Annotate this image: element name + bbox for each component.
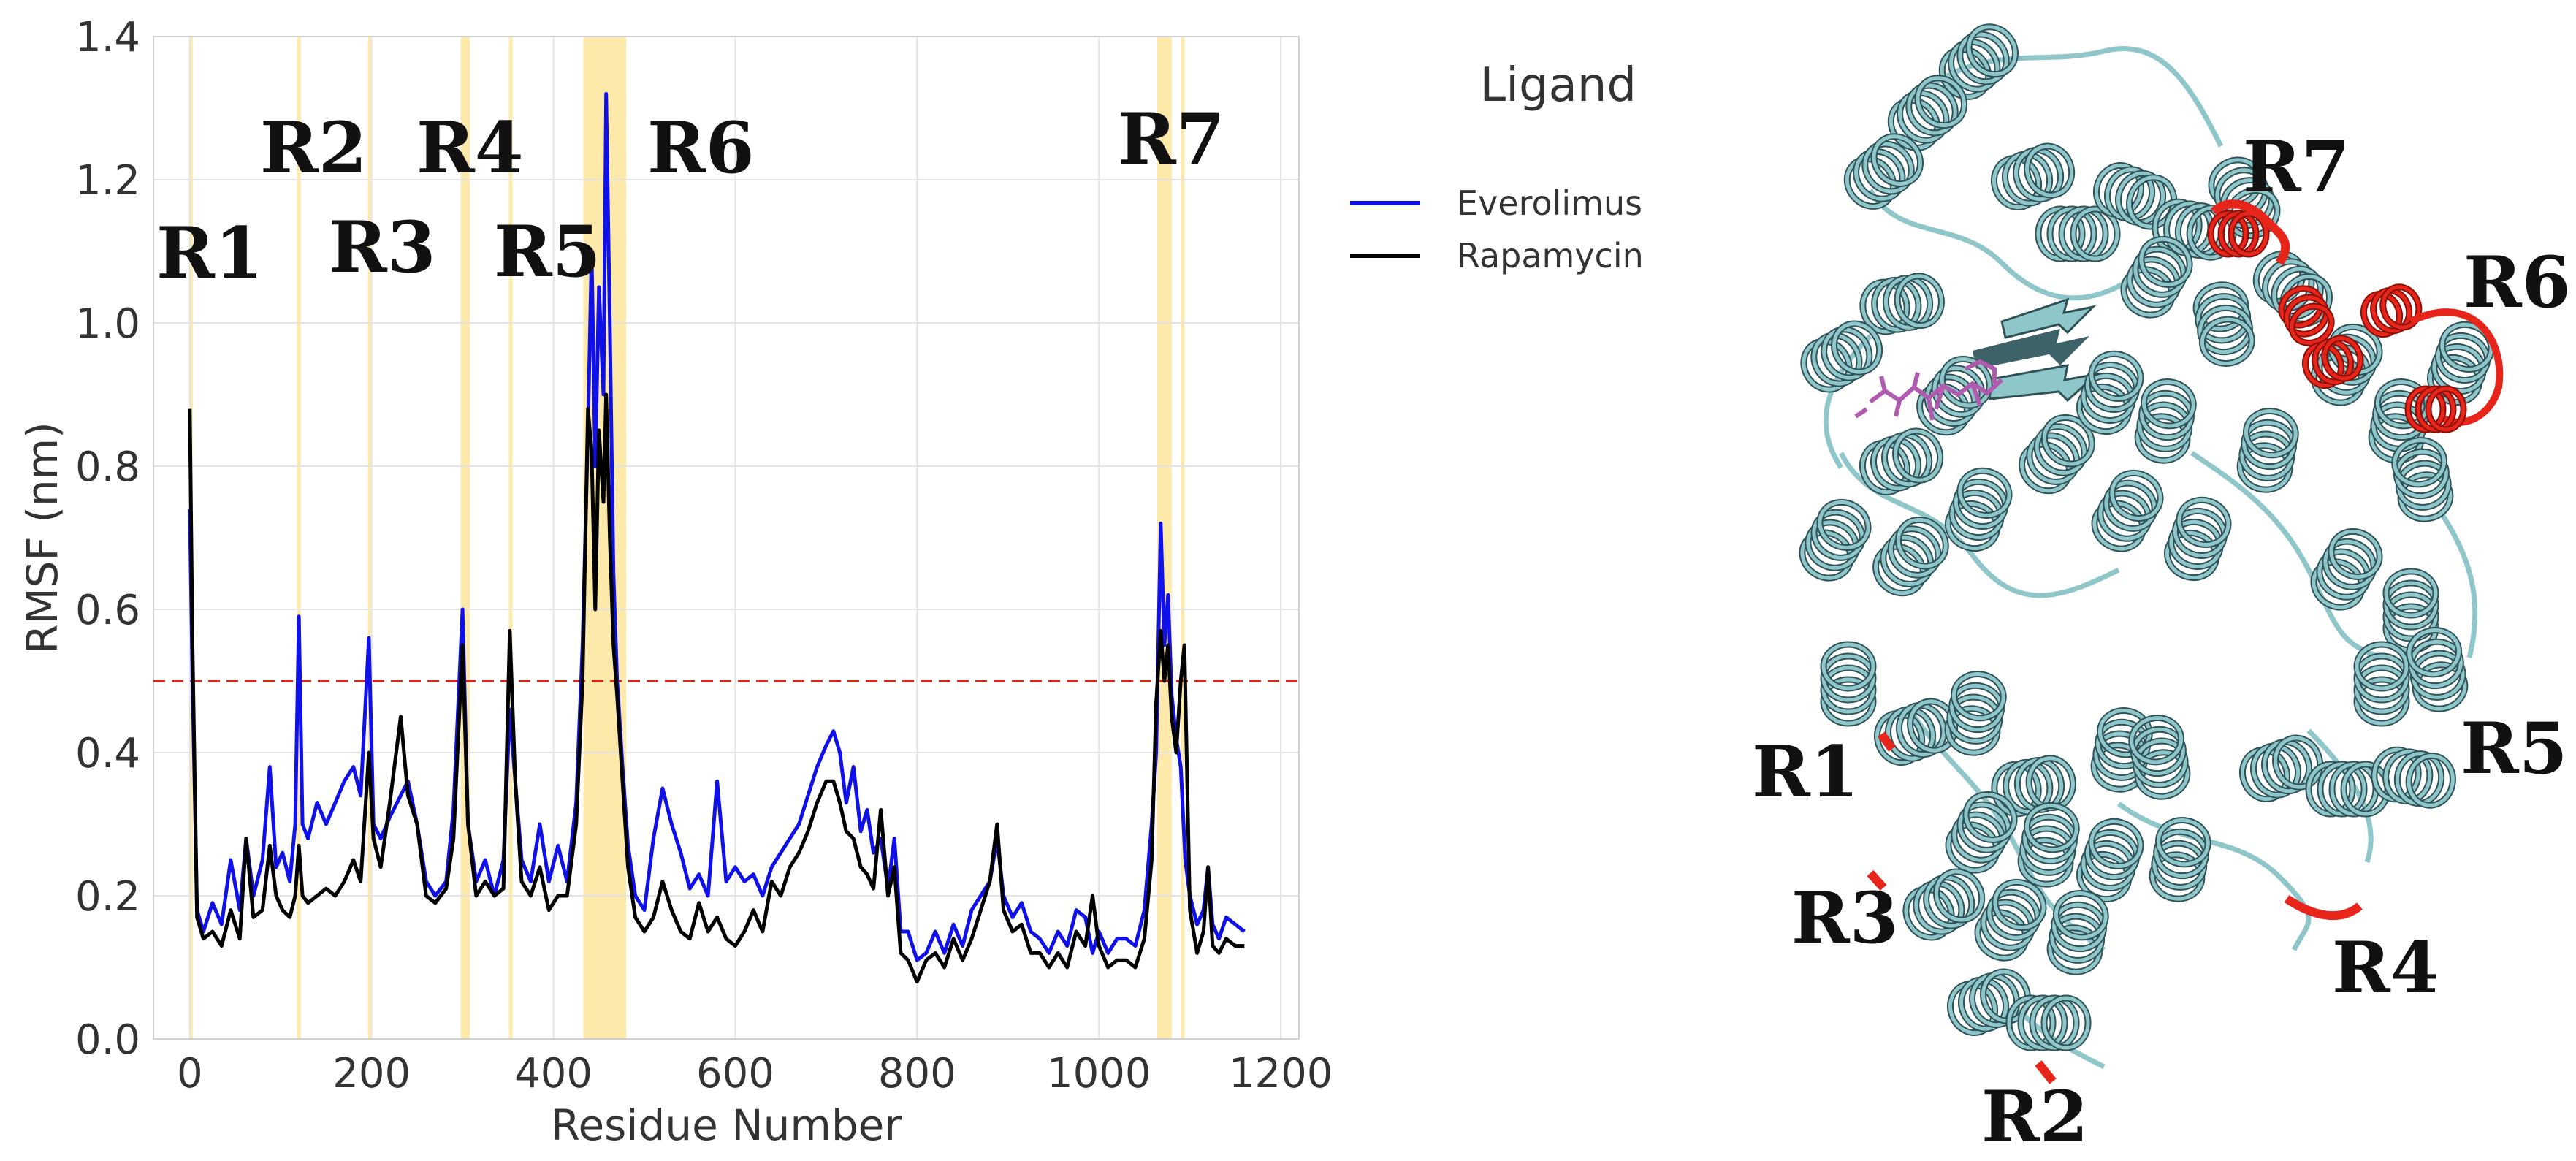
rmsf-chart: R1 R2 R3 R4 R5 R6 R7 0 200 400 600 800 1000 1200 0.0… <box>18 14 1644 1150</box>
structure-label-r7: R7 <box>2243 126 2350 208</box>
region-label-r7: R7 <box>1118 98 1225 180</box>
r1-segment <box>1878 731 1896 752</box>
x-tick-labels: 0 200 400 600 800 1000 1200 <box>177 1050 1333 1097</box>
x-tick-label: 800 <box>878 1050 956 1097</box>
y-tick-label: 0.8 <box>75 444 140 491</box>
grid <box>153 36 1299 1040</box>
x-tick-label: 600 <box>696 1050 774 1097</box>
r4-segment <box>2284 894 2363 921</box>
legend-label-everolimus: Everolimus <box>1457 183 1642 223</box>
ligand-molecule <box>1854 359 2004 421</box>
y-tick-label: 1.0 <box>75 300 140 348</box>
legend-items: Everolimus Rapamycin <box>1350 183 1644 275</box>
x-tick-label: 1200 <box>1229 1050 1333 1097</box>
structure-region-labels: R7 R6 R1 R5 R3 R4 R2 <box>1752 126 2571 1158</box>
x-tick-label: 200 <box>332 1050 411 1097</box>
region-band-r7 <box>1181 37 1185 1039</box>
r2-segment <box>2035 1060 2057 1084</box>
region-band-r7 <box>1156 37 1172 1039</box>
region-band-r3 <box>367 37 371 1039</box>
r7-segment <box>2210 199 2290 266</box>
x-axis-label: Residue Number <box>551 1100 902 1150</box>
x-tick-label: 400 <box>514 1050 592 1097</box>
y-tick-labels: 0.0 0.2 0.4 0.6 0.8 1.0 1.2 1.4 <box>75 14 140 1064</box>
legend: Ligand Everolimus Rapamycin <box>1350 58 1644 275</box>
y-tick-label: 0.0 <box>75 1016 140 1064</box>
region-band-r2 <box>297 37 301 1039</box>
plot-frame <box>153 36 1300 1040</box>
y-tick-label: 0.2 <box>75 873 140 921</box>
region-label-r3: R3 <box>329 206 436 289</box>
structure-label-r1: R1 <box>1752 731 1859 813</box>
region-band-r5 <box>508 37 513 1039</box>
region-labels: R1 R2 R3 R4 R5 R6 R7 <box>156 98 1225 294</box>
y-tick-label: 0.4 <box>75 730 140 777</box>
beta-sheet <box>1973 297 2100 403</box>
structure-label-r4: R4 <box>2332 926 2439 1009</box>
region-label-r5: R5 <box>494 210 601 293</box>
series-line-everolimus <box>188 91 1246 962</box>
protein-structure-image: R7 R6 R1 R5 R3 R4 R2 <box>1752 18 2571 1158</box>
highlight-segments <box>1867 199 2504 1084</box>
legend-title: Ligand <box>1480 58 1636 113</box>
y-tick-label: 1.2 <box>75 157 140 205</box>
structure-label-r6: R6 <box>2463 241 2571 324</box>
region-label-r4: R4 <box>416 107 524 189</box>
x-tick-label: 0 <box>177 1050 203 1097</box>
r3-segment <box>1867 869 1887 891</box>
region-label-r2: R2 <box>260 107 367 189</box>
legend-label-rapamycin: Rapamycin <box>1457 236 1644 275</box>
y-axis-label: RMSF (nm) <box>18 422 67 653</box>
series-line-rapamycin <box>188 392 1245 984</box>
region-label-r6: R6 <box>647 107 755 189</box>
region-label-r1: R1 <box>156 212 264 294</box>
y-tick-label: 0.6 <box>75 587 140 634</box>
y-tick-label: 1.4 <box>75 14 140 61</box>
r6-loop <box>2409 308 2504 426</box>
series-layer <box>188 91 1246 984</box>
structure-label-r3: R3 <box>1791 877 1899 959</box>
structure-label-r2: R2 <box>1981 1076 2089 1158</box>
structure-label-r5: R5 <box>2461 707 2568 790</box>
x-tick-label: 1000 <box>1047 1050 1151 1097</box>
